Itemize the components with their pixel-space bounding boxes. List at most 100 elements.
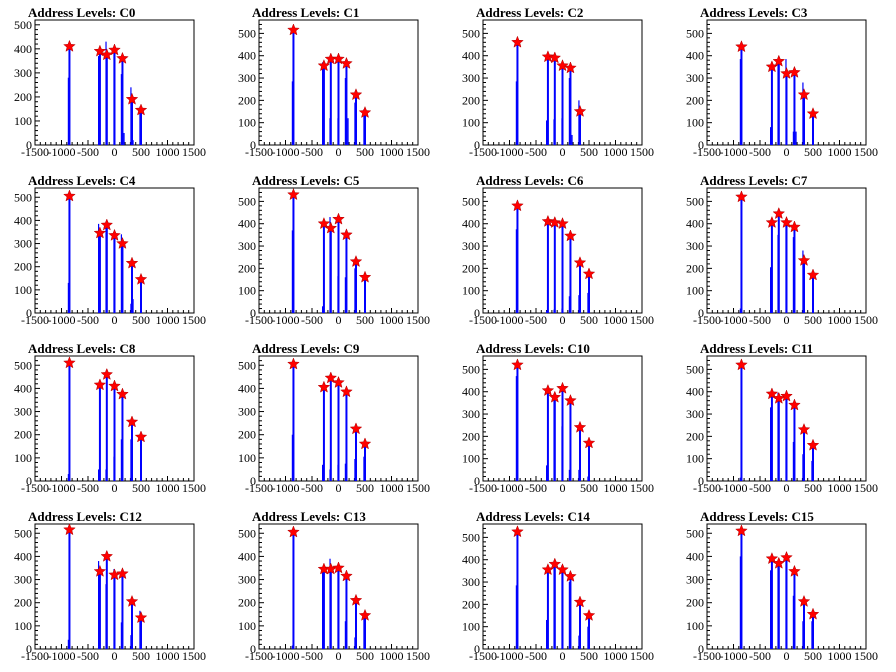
y-tick-label: 0	[250, 138, 256, 152]
peak-marker	[287, 357, 300, 370]
x-tick-label: -500	[301, 481, 323, 495]
x-tick-label: -1500	[469, 145, 497, 159]
y-tick-label: 100	[686, 619, 704, 633]
y-tick-label: 400	[14, 213, 32, 227]
y-tick-label: 200	[462, 93, 480, 107]
x-tick-label: 0	[336, 145, 342, 159]
x-tick-label: 0	[336, 481, 342, 495]
x-tick-label: 1500	[630, 145, 654, 159]
peak-marker	[108, 379, 121, 392]
y-tick-label: 100	[14, 283, 32, 297]
x-tick-label: 500	[580, 145, 598, 159]
peak-marker	[735, 524, 748, 537]
x-tick-label: 1000	[604, 649, 628, 663]
x-tick-label: 1500	[406, 145, 430, 159]
y-tick-label: 100	[238, 284, 256, 298]
x-tick-label: 1000	[156, 145, 180, 159]
x-tick-label: -1000	[496, 313, 524, 327]
y-tick-label: 0	[474, 642, 480, 656]
x-tick-label: 500	[356, 481, 374, 495]
x-tick-label: 500	[356, 313, 374, 327]
peak-marker	[582, 608, 596, 621]
chart-panel: Address Levels: C13 0 100 200 300 400 500 -1500…	[224, 504, 448, 672]
x-tick-label: -500	[749, 145, 771, 159]
y-tick-label: 400	[686, 49, 704, 63]
chart-title: Address Levels: C9	[252, 341, 360, 356]
y-tick-label: 100	[686, 116, 704, 130]
peak-marker	[125, 415, 139, 428]
y-tick-label: 400	[686, 217, 704, 231]
peak-marker	[358, 608, 372, 621]
x-tick-label: -1500	[245, 481, 273, 495]
peak-marker	[806, 268, 820, 281]
chart-title: Address Levels: C0	[28, 5, 135, 20]
peak-marker	[797, 88, 811, 101]
chart-panel: Address Levels: C9 0 100 200 300 400 500 -1500-…	[224, 336, 448, 504]
y-tick-label: 500	[14, 526, 32, 540]
x-tick-label: 0	[336, 313, 342, 327]
x-tick-label: 1500	[854, 145, 878, 159]
x-tick-label: -1000	[48, 313, 76, 327]
chart-panel: Address Levels: C14 0 100 200 300 400 500 -1500…	[448, 504, 672, 672]
x-tick-label: -1500	[21, 481, 49, 495]
y-tick-label: 100	[14, 619, 32, 633]
x-tick-label: -500	[525, 313, 547, 327]
x-tick-label: 1000	[828, 481, 852, 495]
peak-marker	[125, 256, 139, 269]
chart-panel: Address Levels: C0 0 100 200 300 400 500 -1500-…	[0, 0, 224, 168]
x-tick-label: -500	[77, 649, 99, 663]
x-tick-label: -1000	[272, 649, 300, 663]
x-tick-label: 0	[560, 481, 566, 495]
x-tick-label: -1500	[21, 313, 49, 327]
y-tick-label: 300	[238, 573, 256, 587]
chart-svg: Address Levels: C20100200300400500-1500-…	[462, 5, 654, 159]
peak-marker	[564, 569, 577, 582]
y-tick-label: 0	[698, 642, 704, 656]
x-tick-label: 500	[580, 481, 598, 495]
x-tick-label: 1000	[380, 313, 404, 327]
peak-marker	[788, 398, 801, 411]
x-tick-label: 1000	[156, 313, 180, 327]
x-tick-label: -1000	[272, 481, 300, 495]
chart-svg: Address Levels: C80100200300400500-1500-…	[14, 341, 206, 495]
chart-svg: Address Levels: C10100200300400500-1500-…	[238, 5, 430, 159]
peak-marker	[287, 188, 300, 201]
x-tick-label: 1000	[604, 145, 628, 159]
chart-panel: Address Levels: C10 0 100 200 300 400 500 -1500…	[448, 336, 672, 504]
peak-marker	[100, 367, 114, 380]
peak-marker	[93, 226, 107, 239]
peak-marker	[332, 561, 345, 574]
x-tick-label: -1000	[48, 481, 76, 495]
x-tick-label: 500	[580, 649, 598, 663]
y-tick-label: 500	[462, 194, 480, 208]
peak-marker	[541, 50, 555, 63]
peak-marker	[358, 270, 372, 283]
x-tick-label: -1000	[496, 649, 524, 663]
peak-marker	[324, 221, 338, 234]
y-tick-label: 500	[686, 194, 704, 208]
y-tick-label: 100	[462, 620, 480, 634]
x-tick-label: 0	[112, 313, 118, 327]
x-tick-label: 500	[356, 145, 374, 159]
y-tick-label: 100	[686, 452, 704, 466]
x-tick-label: 500	[132, 313, 150, 327]
y-tick-label: 500	[462, 26, 480, 40]
peak-marker	[573, 595, 587, 608]
peak-marker	[788, 220, 801, 233]
y-tick-label: 400	[462, 49, 480, 63]
chart-svg: Address Levels: C50100200300400500-1500-…	[238, 173, 430, 327]
y-tick-label: 400	[686, 385, 704, 399]
peak-marker	[797, 253, 811, 266]
x-tick-label: 500	[804, 145, 822, 159]
x-tick-label: -1000	[48, 649, 76, 663]
peak-marker	[134, 611, 148, 624]
y-tick-label: 300	[238, 239, 256, 253]
x-tick-label: 1000	[380, 649, 404, 663]
peak-marker	[317, 217, 331, 230]
chart-panel: Address Levels: C6 0 100 200 300 400 500 -1500-…	[448, 168, 672, 336]
chart-panel: Address Levels: C12 0 100 200 300 400 500 -1500…	[0, 504, 224, 672]
y-tick-label: 500	[238, 526, 256, 540]
peak-marker	[63, 523, 76, 536]
x-tick-label: 0	[336, 649, 342, 663]
y-tick-label: 500	[238, 358, 256, 372]
